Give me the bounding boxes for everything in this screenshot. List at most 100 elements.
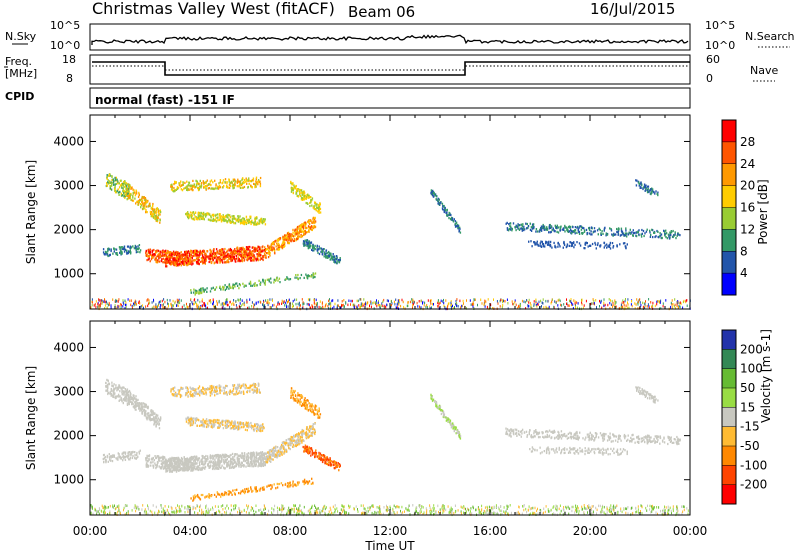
echo-cell: [578, 231, 580, 234]
ground-scatter-cell: [409, 300, 411, 304]
ground-scatter-cell: [437, 301, 439, 305]
echo-cell: [581, 226, 584, 229]
echo-cell: [226, 184, 228, 187]
echo-cell: [124, 458, 127, 461]
echo-cell: [228, 255, 230, 258]
echo-cell: [449, 218, 452, 221]
echo-cell: [130, 193, 132, 196]
echo-cell: [224, 178, 227, 181]
echo-cell: [230, 286, 232, 289]
echo-cell: [224, 251, 226, 254]
echo-cell: [505, 222, 507, 225]
echo-cell: [287, 239, 289, 242]
echo-cell: [312, 216, 315, 219]
echo-cell: [251, 250, 254, 253]
echo-cell: [298, 227, 301, 230]
echo-cell: [155, 209, 158, 212]
echo-cell: [332, 257, 334, 260]
echo-cell: [611, 242, 614, 245]
ground-scatter-cell: [296, 298, 298, 301]
ground-scatter-cell: [148, 299, 150, 302]
echo-cell: [137, 455, 139, 458]
ground-scatter-cell: [418, 300, 420, 303]
ground-scatter-cell: [341, 300, 343, 303]
echo-cell: [180, 258, 183, 261]
colorbar-tick-label: 12: [740, 222, 755, 236]
ground-scatter-cell: [560, 303, 562, 307]
echo-cell: [228, 214, 230, 217]
echo-cell: [520, 223, 522, 226]
ground-scatter-cell: [122, 299, 124, 302]
ground-scatter-cell: [138, 301, 140, 304]
echo-cell: [118, 399, 120, 402]
echo-cell: [653, 231, 655, 234]
ground-scatter-cell: [292, 299, 294, 303]
echo-cell: [145, 205, 148, 208]
echo-cell: [300, 196, 303, 199]
ground-scatter-cell: [519, 302, 521, 306]
ground-scatter-cell: [538, 300, 540, 304]
echo-cell: [567, 228, 569, 231]
echo-cell: [238, 460, 241, 463]
echo-cell: [675, 237, 677, 240]
echo-cell: [109, 455, 112, 458]
echo-cell: [152, 256, 154, 259]
echo-cell: [137, 202, 140, 205]
echo-cell: [556, 224, 558, 227]
echo-cell: [213, 252, 215, 256]
ground-scatter-cell: [417, 305, 419, 308]
echo-cell: [152, 464, 154, 467]
echo-cell: [239, 284, 241, 287]
echo-cell: [549, 245, 551, 248]
echo-cell: [321, 249, 324, 252]
echo-cell: [157, 461, 159, 465]
echo-cell: [134, 404, 136, 407]
echo-cell: [307, 202, 309, 205]
echo-cell: [106, 388, 109, 391]
ground-scatter-cell: [216, 302, 218, 305]
echo-cell: [205, 458, 208, 461]
echo-cell: [295, 192, 298, 195]
ground-scatter-cell: [412, 302, 414, 306]
echo-cell: [219, 181, 221, 184]
ground-scatter-cell: [193, 299, 195, 302]
echo-cell: [187, 184, 189, 187]
ground-scatter-cell: [648, 298, 650, 301]
ground-scatter-cell: [343, 299, 345, 302]
echo-cell: [640, 181, 642, 184]
echo-cell: [199, 466, 201, 470]
echo-cell: [635, 179, 637, 182]
echo-cell: [165, 258, 167, 261]
echo-cell: [295, 228, 297, 231]
echo-cell: [594, 230, 596, 233]
echo-cell: [668, 237, 671, 240]
ground-scatter-cell: [171, 304, 173, 307]
echo-cell: [535, 242, 537, 245]
echo-cell: [166, 256, 168, 259]
ground-scatter-cell: [283, 300, 285, 303]
echo-cell: [544, 227, 546, 230]
echo-cell: [617, 229, 620, 232]
echo-cell: [139, 449, 141, 452]
echo-cell: [523, 229, 525, 232]
echo-cell: [296, 230, 298, 233]
echo-cell: [159, 253, 161, 256]
echo-cell: [182, 466, 184, 469]
echo-cell: [574, 232, 576, 235]
echo-cell: [539, 242, 541, 245]
echo-cell: [261, 257, 263, 260]
echo-cell: [309, 246, 311, 249]
echo-cell: [186, 254, 189, 258]
echo-cell: [548, 241, 550, 244]
echo-cell: [111, 381, 113, 384]
colorbar-segment: [722, 251, 736, 274]
ground-scatter-cell: [621, 305, 623, 309]
ground-scatter-cell: [205, 304, 207, 308]
echo-cell: [191, 214, 193, 217]
echo-cell: [200, 289, 202, 293]
freq-tick-bottom: 8: [66, 72, 73, 85]
echo-cell: [226, 249, 228, 252]
ground-scatter-cell: [642, 301, 644, 305]
echo-cell: [180, 255, 182, 258]
echo-cell: [236, 181, 239, 185]
